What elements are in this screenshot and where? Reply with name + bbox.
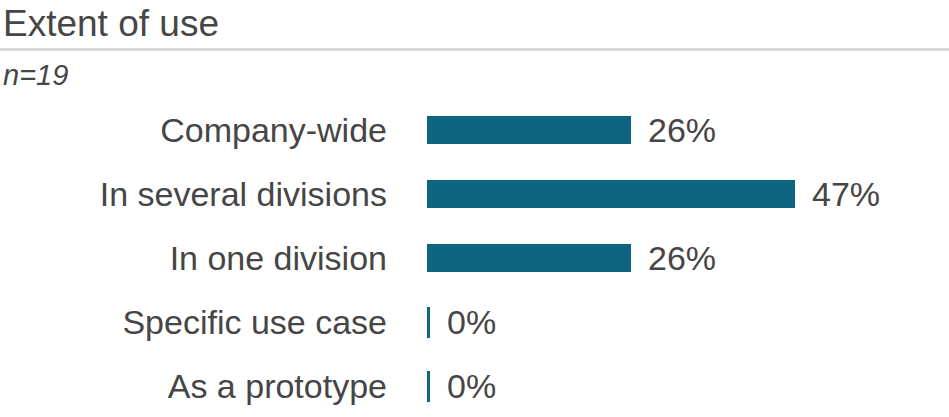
category-label: In several divisions [0, 175, 387, 214]
value-label: 47% [812, 175, 880, 214]
bar [427, 180, 795, 208]
value-label: 26% [648, 111, 716, 150]
chart-row: In several divisions 47% [0, 162, 949, 226]
bar-area: 26% [427, 111, 716, 150]
chart-row: As a prototype 0% [0, 354, 949, 417]
bar-area: 47% [427, 175, 880, 214]
bar [427, 244, 631, 272]
value-label: 0% [447, 367, 496, 406]
chart-header: Extent of use [0, 0, 949, 47]
title-divider [0, 48, 949, 51]
bar-area: 0% [427, 367, 496, 406]
chart-title: Extent of use [0, 0, 949, 47]
zero-tick [427, 371, 430, 402]
bar [427, 116, 631, 144]
bar-area: 0% [427, 303, 496, 342]
chart-row: Company-wide 26% [0, 98, 949, 162]
zero-tick [427, 307, 430, 338]
chart-row: In one division 26% [0, 226, 949, 290]
category-label: In one division [0, 239, 387, 278]
value-label: 26% [648, 239, 716, 278]
bar-chart: Company-wide26%In several divisions47%In… [0, 98, 949, 417]
category-label: Specific use case [0, 303, 387, 342]
chart-row: Specific use case 0% [0, 290, 949, 354]
category-label: As a prototype [0, 367, 387, 406]
category-label: Company-wide [0, 111, 387, 150]
value-label: 0% [447, 303, 496, 342]
sample-size-label: n=19 [3, 59, 68, 92]
bar-area: 26% [427, 239, 716, 278]
